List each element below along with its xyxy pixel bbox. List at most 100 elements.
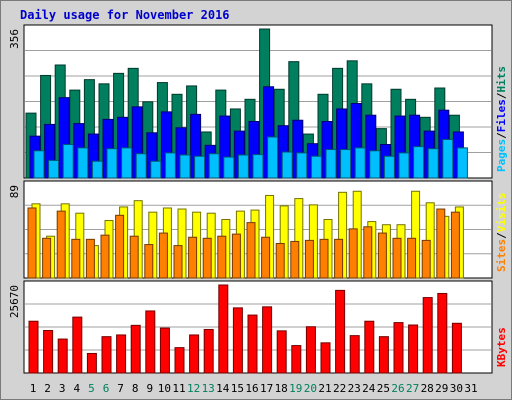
bar-visits-day-2 bbox=[42, 237, 52, 279]
bar-kbytes-day-2 bbox=[43, 329, 54, 374]
bar-kbytes-day-17 bbox=[262, 306, 273, 374]
bar-visits-day-28 bbox=[421, 239, 431, 279]
bar-pages-day-20 bbox=[310, 155, 322, 179]
y-max-label-visits-sites: 89 bbox=[8, 185, 21, 198]
legend-entry-visits: Visits bbox=[495, 193, 508, 233]
bar-visits-day-15 bbox=[231, 233, 241, 279]
bar-pages-day-2 bbox=[48, 159, 60, 179]
bar-pages-day-10 bbox=[164, 152, 176, 179]
x-tick-day-5: 5 bbox=[88, 382, 95, 395]
x-tick-day-11: 11 bbox=[172, 382, 185, 395]
legend-kbytes: KBytes bbox=[495, 327, 508, 367]
bar-pages-day-23 bbox=[354, 147, 366, 179]
bar-visits-day-9 bbox=[144, 244, 154, 279]
bar-visits-day-23 bbox=[348, 228, 358, 279]
bar-visits-day-29 bbox=[436, 208, 446, 279]
bar-kbytes-day-4 bbox=[72, 316, 83, 374]
bar-visits-day-21 bbox=[319, 238, 329, 279]
y-max-label-hits-files-pages: 356 bbox=[8, 29, 21, 49]
y-max-label-kbytes: 25670 bbox=[8, 285, 21, 318]
bar-kbytes-day-1 bbox=[28, 320, 39, 374]
bar-kbytes-day-21 bbox=[320, 342, 331, 374]
x-tick-day-25: 25 bbox=[377, 382, 390, 395]
x-tick-day-31: 31 bbox=[464, 382, 477, 395]
x-tick-day-15: 15 bbox=[231, 382, 244, 395]
bar-visits-day-16 bbox=[246, 222, 256, 279]
legend-entry-sites: Sites bbox=[495, 239, 508, 272]
bar-visits-day-3 bbox=[56, 210, 66, 279]
bar-visits-day-27 bbox=[407, 237, 417, 279]
bar-kbytes-day-14 bbox=[218, 284, 229, 374]
bar-pages-day-27 bbox=[413, 146, 425, 179]
x-tick-day-7: 7 bbox=[117, 382, 124, 395]
bar-pages-day-4 bbox=[77, 147, 89, 179]
legend-entry-kbytes: KBytes bbox=[495, 327, 508, 367]
bar-kbytes-day-25 bbox=[378, 336, 389, 374]
bar-kbytes-day-22 bbox=[335, 289, 346, 374]
bar-visits-day-22 bbox=[334, 238, 344, 279]
legend-separator: / bbox=[495, 132, 508, 139]
x-tick-day-14: 14 bbox=[216, 382, 230, 395]
x-tick-day-10: 10 bbox=[158, 382, 171, 395]
bar-pages-day-8 bbox=[135, 153, 147, 179]
bar-kbytes-day-5 bbox=[86, 352, 97, 374]
x-tick-day-26: 26 bbox=[391, 382, 404, 395]
bar-pages-day-24 bbox=[369, 150, 381, 179]
bar-visits-day-20 bbox=[304, 239, 314, 279]
bar-visits-day-4 bbox=[71, 238, 81, 279]
x-tick-day-19: 19 bbox=[289, 382, 302, 395]
bar-pages-day-5 bbox=[91, 160, 103, 179]
x-tick-day-2: 2 bbox=[44, 382, 51, 395]
bar-pages-day-11 bbox=[179, 154, 191, 179]
bar-pages-day-26 bbox=[398, 152, 410, 179]
bar-pages-day-14 bbox=[223, 156, 235, 179]
bar-visits-day-1 bbox=[27, 207, 37, 279]
bar-kbytes-day-3 bbox=[57, 338, 68, 374]
bar-visits-day-5 bbox=[85, 238, 95, 279]
x-tick-day-12: 12 bbox=[187, 382, 200, 395]
bar-pages-day-12 bbox=[194, 155, 206, 179]
bar-visits-day-25 bbox=[377, 232, 387, 279]
bar-pages-day-25 bbox=[383, 155, 395, 179]
bar-pages-day-19 bbox=[296, 152, 308, 179]
bar-pages-day-21 bbox=[325, 149, 337, 179]
x-tick-day-1: 1 bbox=[30, 382, 37, 395]
bar-kbytes-day-16 bbox=[247, 314, 258, 374]
bar-kbytes-day-13 bbox=[203, 328, 214, 374]
bar-pages-day-1 bbox=[33, 150, 45, 179]
bar-visits-day-10 bbox=[158, 232, 168, 279]
bar-visits-day-11 bbox=[173, 245, 183, 279]
bar-kbytes-day-10 bbox=[159, 327, 170, 374]
bar-pages-day-22 bbox=[340, 149, 352, 179]
bar-visits-day-19 bbox=[290, 240, 300, 279]
x-tick-day-13: 13 bbox=[202, 382, 215, 395]
bar-kbytes-day-9 bbox=[145, 310, 156, 374]
x-tick-day-27: 27 bbox=[406, 382, 419, 395]
bar-kbytes-day-11 bbox=[174, 347, 185, 374]
bar-visits-day-18 bbox=[275, 243, 285, 279]
bar-kbytes-day-26 bbox=[393, 322, 404, 374]
bar-visits-day-12 bbox=[188, 236, 198, 279]
bar-visits-day-8 bbox=[129, 235, 139, 279]
bar-pages-day-13 bbox=[208, 153, 220, 179]
x-tick-day-29: 29 bbox=[435, 382, 448, 395]
bar-pages-day-16 bbox=[252, 154, 264, 179]
bar-kbytes-day-23 bbox=[349, 335, 360, 374]
bar-kbytes-day-7 bbox=[116, 334, 127, 374]
legend-entry-hits: Hits bbox=[495, 66, 508, 93]
legend-separator: / bbox=[495, 232, 508, 239]
bar-kbytes-day-27 bbox=[408, 324, 419, 374]
legend-visits-sites: Sites/Visits bbox=[495, 193, 508, 273]
bar-kbytes-day-20 bbox=[305, 326, 316, 374]
bar-visits-day-7 bbox=[115, 214, 125, 279]
legend-hits-files-pages: Pages/Files/Hits bbox=[495, 66, 508, 172]
legend-entry-files: Files bbox=[495, 99, 508, 132]
legend-entry-pages: Pages bbox=[495, 139, 508, 172]
bar-visits-day-26 bbox=[392, 237, 402, 279]
x-tick-day-3: 3 bbox=[59, 382, 66, 395]
x-tick-day-9: 9 bbox=[146, 382, 153, 395]
chart-title: Daily usage for November 2016 bbox=[20, 8, 230, 22]
bar-pages-day-9 bbox=[150, 160, 162, 179]
x-tick-day-30: 30 bbox=[450, 382, 463, 395]
